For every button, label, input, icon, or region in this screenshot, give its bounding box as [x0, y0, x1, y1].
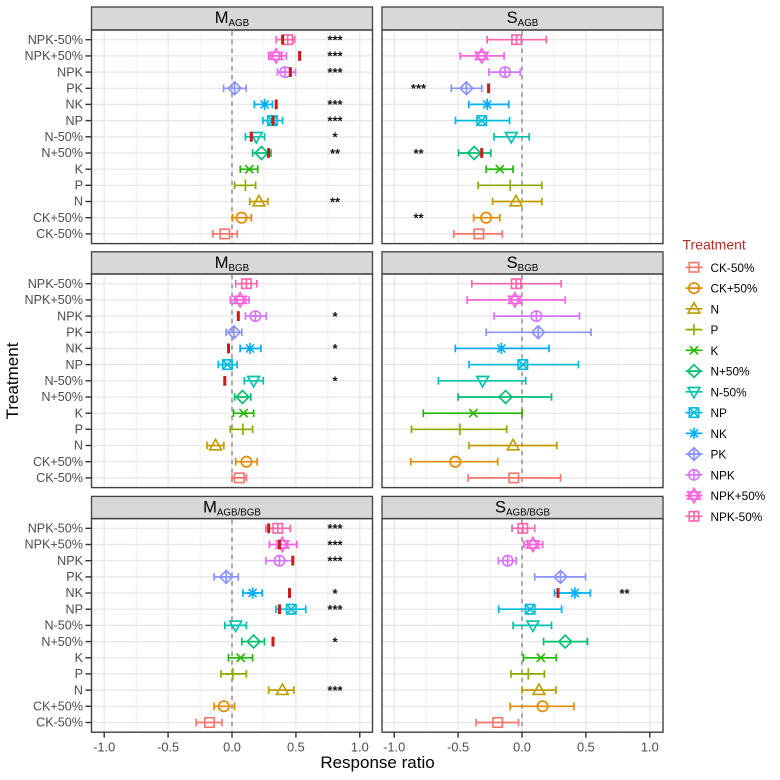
svg-text:***: ***	[327, 602, 343, 617]
svg-text:K: K	[711, 344, 719, 358]
svg-text:NPK+50%: NPK+50%	[25, 538, 83, 552]
svg-text:NP: NP	[711, 406, 728, 420]
svg-text:NPK-50%: NPK-50%	[711, 510, 763, 524]
svg-text:**: **	[619, 586, 630, 601]
svg-text:K: K	[75, 406, 84, 420]
svg-text:N-50%: N-50%	[45, 130, 84, 144]
svg-text:0.5: 0.5	[287, 740, 305, 755]
svg-text:***: ***	[327, 683, 343, 698]
svg-text:*: *	[332, 634, 338, 649]
svg-text:P: P	[75, 423, 83, 437]
svg-text:***: ***	[327, 521, 343, 536]
svg-text:NPK-50%: NPK-50%	[28, 277, 83, 291]
svg-text:0.5: 0.5	[577, 740, 595, 755]
svg-text:N+50%: N+50%	[41, 146, 83, 160]
svg-text:**: **	[413, 146, 424, 161]
svg-text:K: K	[75, 162, 84, 176]
svg-text:NPK-50%: NPK-50%	[28, 33, 83, 47]
svg-text:-1.0: -1.0	[93, 740, 115, 755]
svg-text:NK: NK	[66, 98, 84, 112]
svg-text:PK: PK	[66, 326, 83, 340]
svg-text:CK-50%: CK-50%	[36, 227, 83, 241]
svg-text:*: *	[332, 374, 338, 389]
svg-text:NP: NP	[66, 114, 84, 128]
svg-text:N+50%: N+50%	[41, 390, 83, 404]
svg-text:Response ratio: Response ratio	[320, 753, 434, 772]
svg-text:0.0: 0.0	[223, 740, 241, 755]
svg-text:PK: PK	[66, 570, 83, 584]
svg-text:Treatment: Treatment	[683, 237, 746, 253]
svg-text:NPK: NPK	[57, 554, 83, 568]
svg-text:*: *	[332, 586, 338, 601]
svg-text:NP: NP	[66, 602, 84, 616]
svg-text:***: ***	[327, 537, 343, 552]
svg-text:N-50%: N-50%	[45, 374, 84, 388]
svg-text:NK: NK	[711, 427, 728, 441]
svg-text:-0.5: -0.5	[157, 740, 179, 755]
svg-text:**: **	[330, 194, 341, 209]
svg-text:CK+50%: CK+50%	[33, 211, 83, 225]
svg-text:NP: NP	[66, 358, 84, 372]
svg-text:***: ***	[327, 33, 343, 48]
svg-text:N: N	[711, 302, 720, 316]
svg-text:*: *	[332, 309, 338, 324]
svg-text:P: P	[75, 667, 83, 681]
svg-text:***: ***	[411, 81, 427, 96]
svg-text:-1.0: -1.0	[383, 740, 405, 755]
svg-text:***: ***	[327, 113, 343, 128]
svg-text:NPK: NPK	[57, 309, 83, 323]
svg-text:NPK+50%: NPK+50%	[711, 489, 766, 503]
svg-text:NPK+50%: NPK+50%	[25, 293, 83, 307]
svg-text:CK-50%: CK-50%	[36, 471, 83, 485]
svg-text:PK: PK	[711, 448, 727, 462]
svg-text:P: P	[75, 179, 83, 193]
svg-text:N: N	[74, 683, 83, 697]
svg-text:***: ***	[327, 49, 343, 64]
svg-text:***: ***	[327, 554, 343, 569]
svg-text:N+50%: N+50%	[711, 365, 751, 379]
svg-text:NPK-50%: NPK-50%	[28, 522, 83, 536]
svg-text:Treatment: Treatment	[3, 342, 22, 419]
svg-text:K: K	[75, 651, 84, 665]
svg-text:1.0: 1.0	[351, 740, 369, 755]
svg-text:CK+50%: CK+50%	[33, 455, 83, 469]
svg-text:NPK: NPK	[711, 468, 735, 482]
svg-text:0.0: 0.0	[513, 740, 531, 755]
svg-text:*: *	[332, 341, 338, 356]
svg-text:N-50%: N-50%	[45, 619, 84, 633]
svg-text:***: ***	[327, 65, 343, 80]
svg-text:1.0: 1.0	[641, 740, 659, 755]
svg-text:*: *	[332, 130, 338, 145]
svg-text:N+50%: N+50%	[41, 635, 83, 649]
svg-text:CK-50%: CK-50%	[711, 261, 755, 275]
svg-text:-0.5: -0.5	[447, 740, 469, 755]
svg-text:N: N	[74, 195, 83, 209]
svg-text:N: N	[74, 439, 83, 453]
svg-text:***: ***	[327, 97, 343, 112]
svg-text:N-50%: N-50%	[711, 385, 748, 399]
svg-text:CK+50%: CK+50%	[711, 282, 758, 296]
svg-text:**: **	[330, 146, 341, 161]
svg-text:**: **	[413, 211, 424, 226]
svg-text:NK: NK	[66, 342, 84, 356]
svg-text:NPK+50%: NPK+50%	[25, 49, 83, 63]
svg-text:CK-50%: CK-50%	[36, 716, 83, 730]
svg-text:P: P	[711, 323, 719, 337]
svg-text:PK: PK	[66, 82, 83, 96]
svg-text:NK: NK	[66, 586, 84, 600]
svg-text:CK+50%: CK+50%	[33, 700, 83, 714]
svg-text:NPK: NPK	[57, 65, 83, 79]
